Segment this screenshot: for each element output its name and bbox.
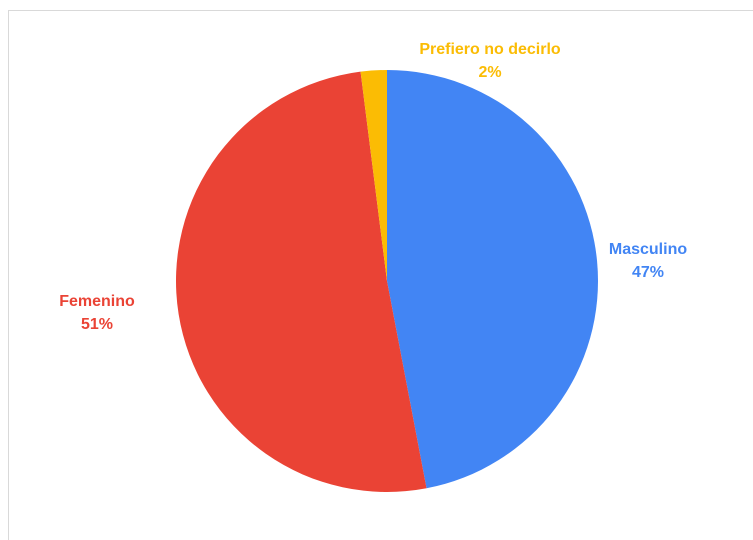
- slice-label: Prefiero no decirlo: [419, 41, 561, 58]
- slice-value-label: 2%: [478, 64, 501, 81]
- pie-slice: [360, 70, 387, 281]
- slice-value-label: 51%: [81, 316, 113, 333]
- slice-value-label: 47%: [632, 264, 664, 281]
- slice-label: Femenino: [59, 293, 135, 310]
- pie-slice: [176, 71, 427, 492]
- pie-slice: [387, 69, 599, 489]
- slice-label: Masculino: [609, 241, 687, 258]
